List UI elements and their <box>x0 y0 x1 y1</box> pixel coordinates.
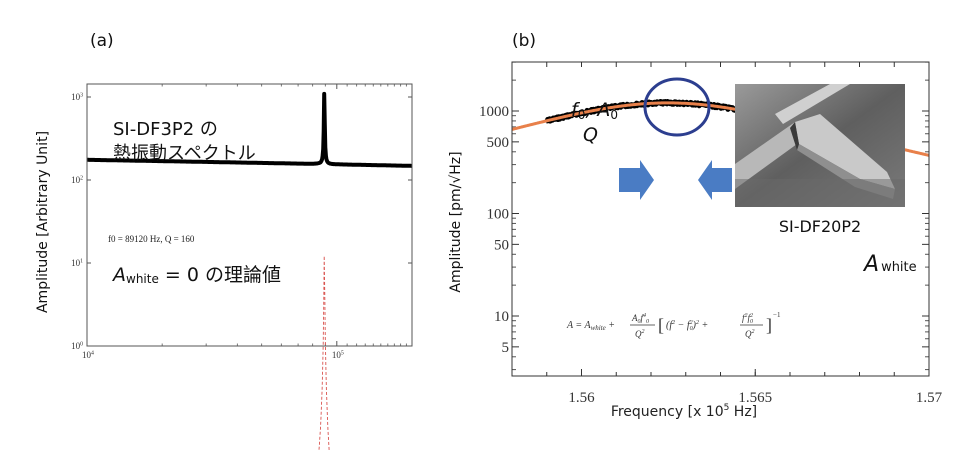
sample-name: SI-DF20P2 <box>779 217 861 236</box>
f-sub: 0 <box>578 108 586 122</box>
theory-a-symbol: A <box>111 264 126 286</box>
panel-a-xtick-label: 105 <box>332 350 344 360</box>
panel-b-ytick-label: 1000 <box>479 104 509 120</box>
formula-bracket-close: ] <box>766 315 772 335</box>
panel-a-ytick-label: 101 <box>71 258 83 268</box>
formula-numerator: A0f40 <box>631 312 649 325</box>
panel-a-ytick-label: 102 <box>71 175 83 185</box>
panel-b-ticks: 1000 500 100 50 10 5 1.56 1.565 1.57 <box>479 61 943 406</box>
panel-a-ytick-label: 100 <box>71 341 83 351</box>
cantilever-sem-image <box>735 84 905 207</box>
panel-b-frame <box>511 61 930 377</box>
panel-a-measured-line <box>85 91 414 168</box>
formula-lhs: A = Awhite + <box>566 320 615 332</box>
theory-a-sub: white <box>126 272 159 286</box>
panel-b-ytick-label: 5 <box>502 340 510 356</box>
left-arrow-icon <box>619 160 654 200</box>
xlabel-sup: 5 <box>724 403 730 413</box>
panel-b-label: (b) <box>512 31 536 51</box>
theory-a-rest: = 0 の理論値 <box>159 264 281 286</box>
right-arrow-icon <box>698 160 732 200</box>
panel-a-ylabel: Amplitude [Arbitrary Unit] <box>35 131 51 313</box>
peak-params-line2: Q <box>583 124 598 146</box>
a-sub: 0 <box>610 108 618 122</box>
panel-a-theory-label: Awhite = 0 の理論値 <box>111 264 281 286</box>
panel-a-params: f0 = 89120 Hz, Q = 160 <box>108 234 195 244</box>
formula-exponent: −1 <box>773 311 781 319</box>
a-symbol: , A <box>585 99 610 121</box>
panel-a-series <box>85 91 414 455</box>
panel-b-ytick-label: 50 <box>494 237 509 253</box>
panel-b-xtick-label: 1.56 <box>568 390 595 406</box>
panel-a-xtick-label: 104 <box>82 350 94 360</box>
panel-a-ytick-label: 103 <box>71 92 83 102</box>
panel-b-ytick-label: 100 <box>487 207 510 223</box>
panel-b-xtick-label: 1.565 <box>738 390 772 406</box>
panel-b-ytick-label: 10 <box>494 309 509 325</box>
panel-b: (b) Amplitude [pm/√Hz] 1000500100501051.… <box>448 31 943 420</box>
panel-a-label: (a) <box>90 31 114 51</box>
panel-a: (a) Amplitude [Arbitrary Unit] 103 102 101… <box>35 31 414 455</box>
panel-b-xtick-label: 1.57 <box>916 390 943 406</box>
xlabel-main: Frequency [x 10 <box>611 404 724 420</box>
panel-a-frame <box>86 83 413 347</box>
f-symbol: f <box>571 99 581 121</box>
fit-formula: A = Awhite + A0f40 Q2 [ (f2 − f2 0)2 + f2… <box>566 311 781 339</box>
panel-a-sample-line1: SI-DF3P2 の <box>113 119 218 140</box>
peak-params-line1: f0, A0 <box>571 99 618 122</box>
panel-b-xlabel: Frequency [x 105 Hz] <box>611 403 757 420</box>
white-a-symbol: A <box>862 252 879 277</box>
panel-a-sample-line2: 熱振動スペクトル <box>113 143 256 164</box>
cantilever-illustration <box>735 84 905 207</box>
xlabel-end: Hz] <box>729 404 757 420</box>
formula-numerator2: f2f2 0 <box>742 313 753 325</box>
formula-denominator: Q2 <box>635 329 645 339</box>
panel-b-ytick-label: 500 <box>487 135 510 151</box>
peak-highlight-circle <box>643 77 711 137</box>
formula-middle: (f2 − f2 0)2 + <box>666 320 708 332</box>
panel-b-ylabel: Amplitude [pm/√Hz] <box>448 151 464 292</box>
formula-bracket-open: [ <box>658 315 664 335</box>
white-a-sub: white <box>881 260 917 275</box>
formula-denominator2: Q2 <box>745 329 755 339</box>
